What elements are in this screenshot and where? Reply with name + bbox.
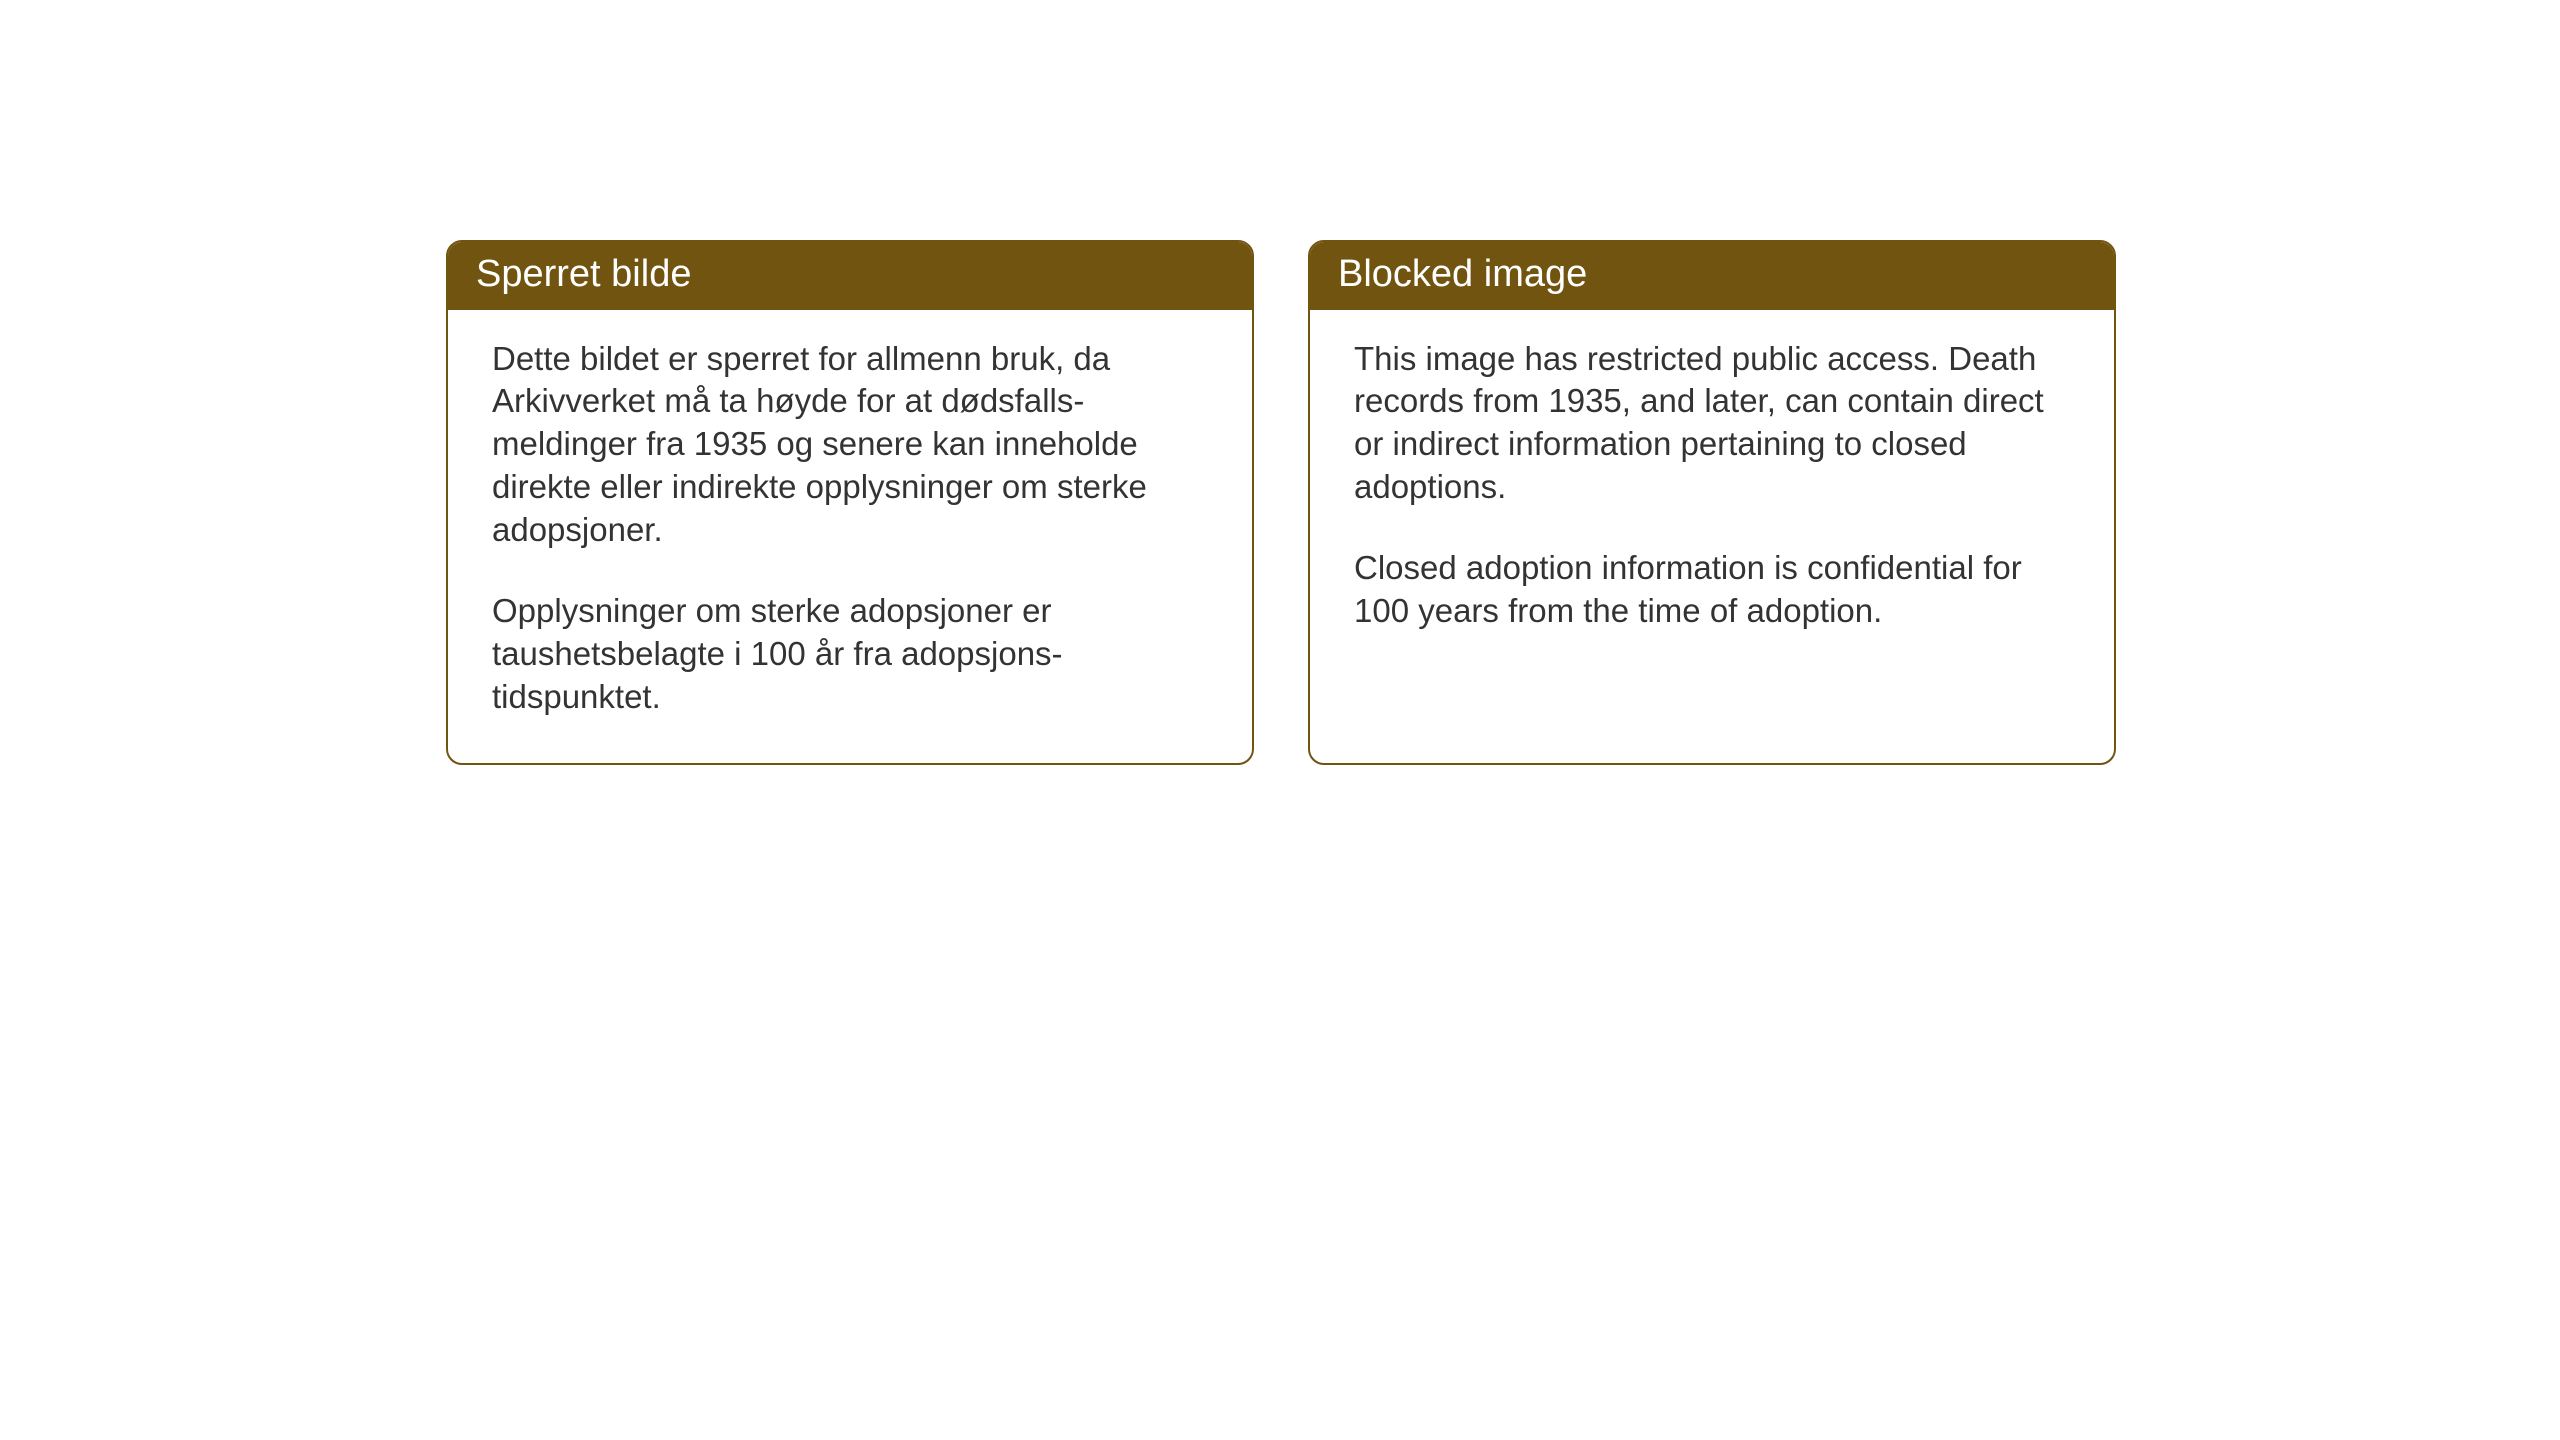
notice-header-english: Blocked image <box>1310 242 2114 310</box>
notice-box-english: Blocked image This image has restricted … <box>1308 240 2116 765</box>
notice-box-norwegian: Sperret bilde Dette bildet er sperret fo… <box>446 240 1254 765</box>
notice-paragraph-1-norwegian: Dette bildet er sperret for allmenn bruk… <box>492 338 1208 552</box>
notice-paragraph-2-english: Closed adoption information is confident… <box>1354 547 2070 633</box>
notice-header-norwegian: Sperret bilde <box>448 242 1252 310</box>
notice-paragraph-2-norwegian: Opplysninger om sterke adopsjoner er tau… <box>492 590 1208 719</box>
notice-body-english: This image has restricted public access.… <box>1310 310 2114 677</box>
notice-body-norwegian: Dette bildet er sperret for allmenn bruk… <box>448 310 1252 763</box>
notice-container: Sperret bilde Dette bildet er sperret fo… <box>0 0 2560 765</box>
notice-paragraph-1-english: This image has restricted public access.… <box>1354 338 2070 510</box>
